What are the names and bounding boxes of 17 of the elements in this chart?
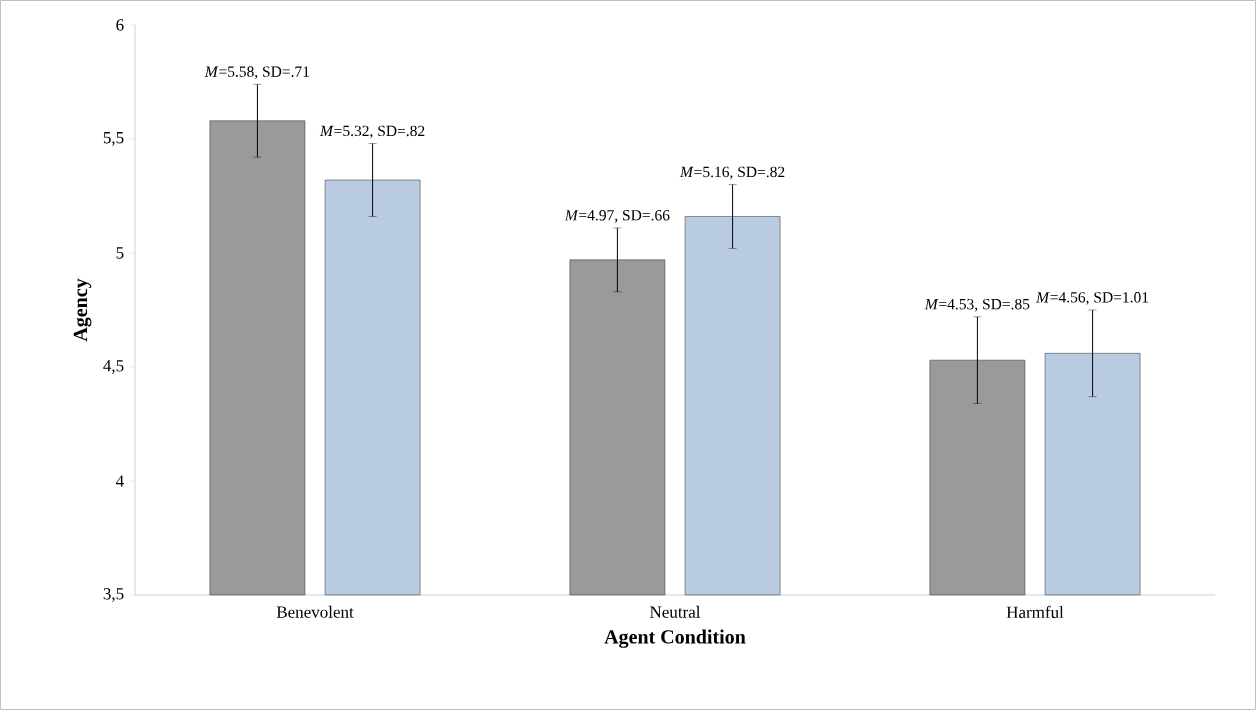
x-tick-label: Neutral (650, 605, 701, 618)
x-axis-title: Agent Condition (604, 629, 746, 648)
data-label: M=4.97, SD=.66 (564, 210, 670, 223)
y-tick-label: 3,5 (103, 588, 124, 602)
data-label: M=4.56, SD=1.01 (1035, 292, 1149, 305)
x-tick-label: Benevolent (276, 605, 354, 618)
y-axis-title: Agency (73, 278, 92, 342)
x-tick-label: Harmful (1006, 605, 1064, 618)
y-tick-label: 4,5 (103, 360, 124, 374)
y-tick-label: 6 (116, 19, 124, 31)
data-label: M=5.32, SD=.82 (319, 125, 425, 139)
data-label: M=5.58, SD=.71 (204, 66, 310, 80)
y-tick-label: 5 (116, 247, 124, 259)
y-tick-label: 5,5 (103, 132, 124, 146)
data-label: M=5.16, SD=.82 (679, 166, 785, 180)
data-label: M=4.53, SD=.85 (924, 298, 1030, 312)
y-tick-label: 4 (115, 475, 124, 487)
